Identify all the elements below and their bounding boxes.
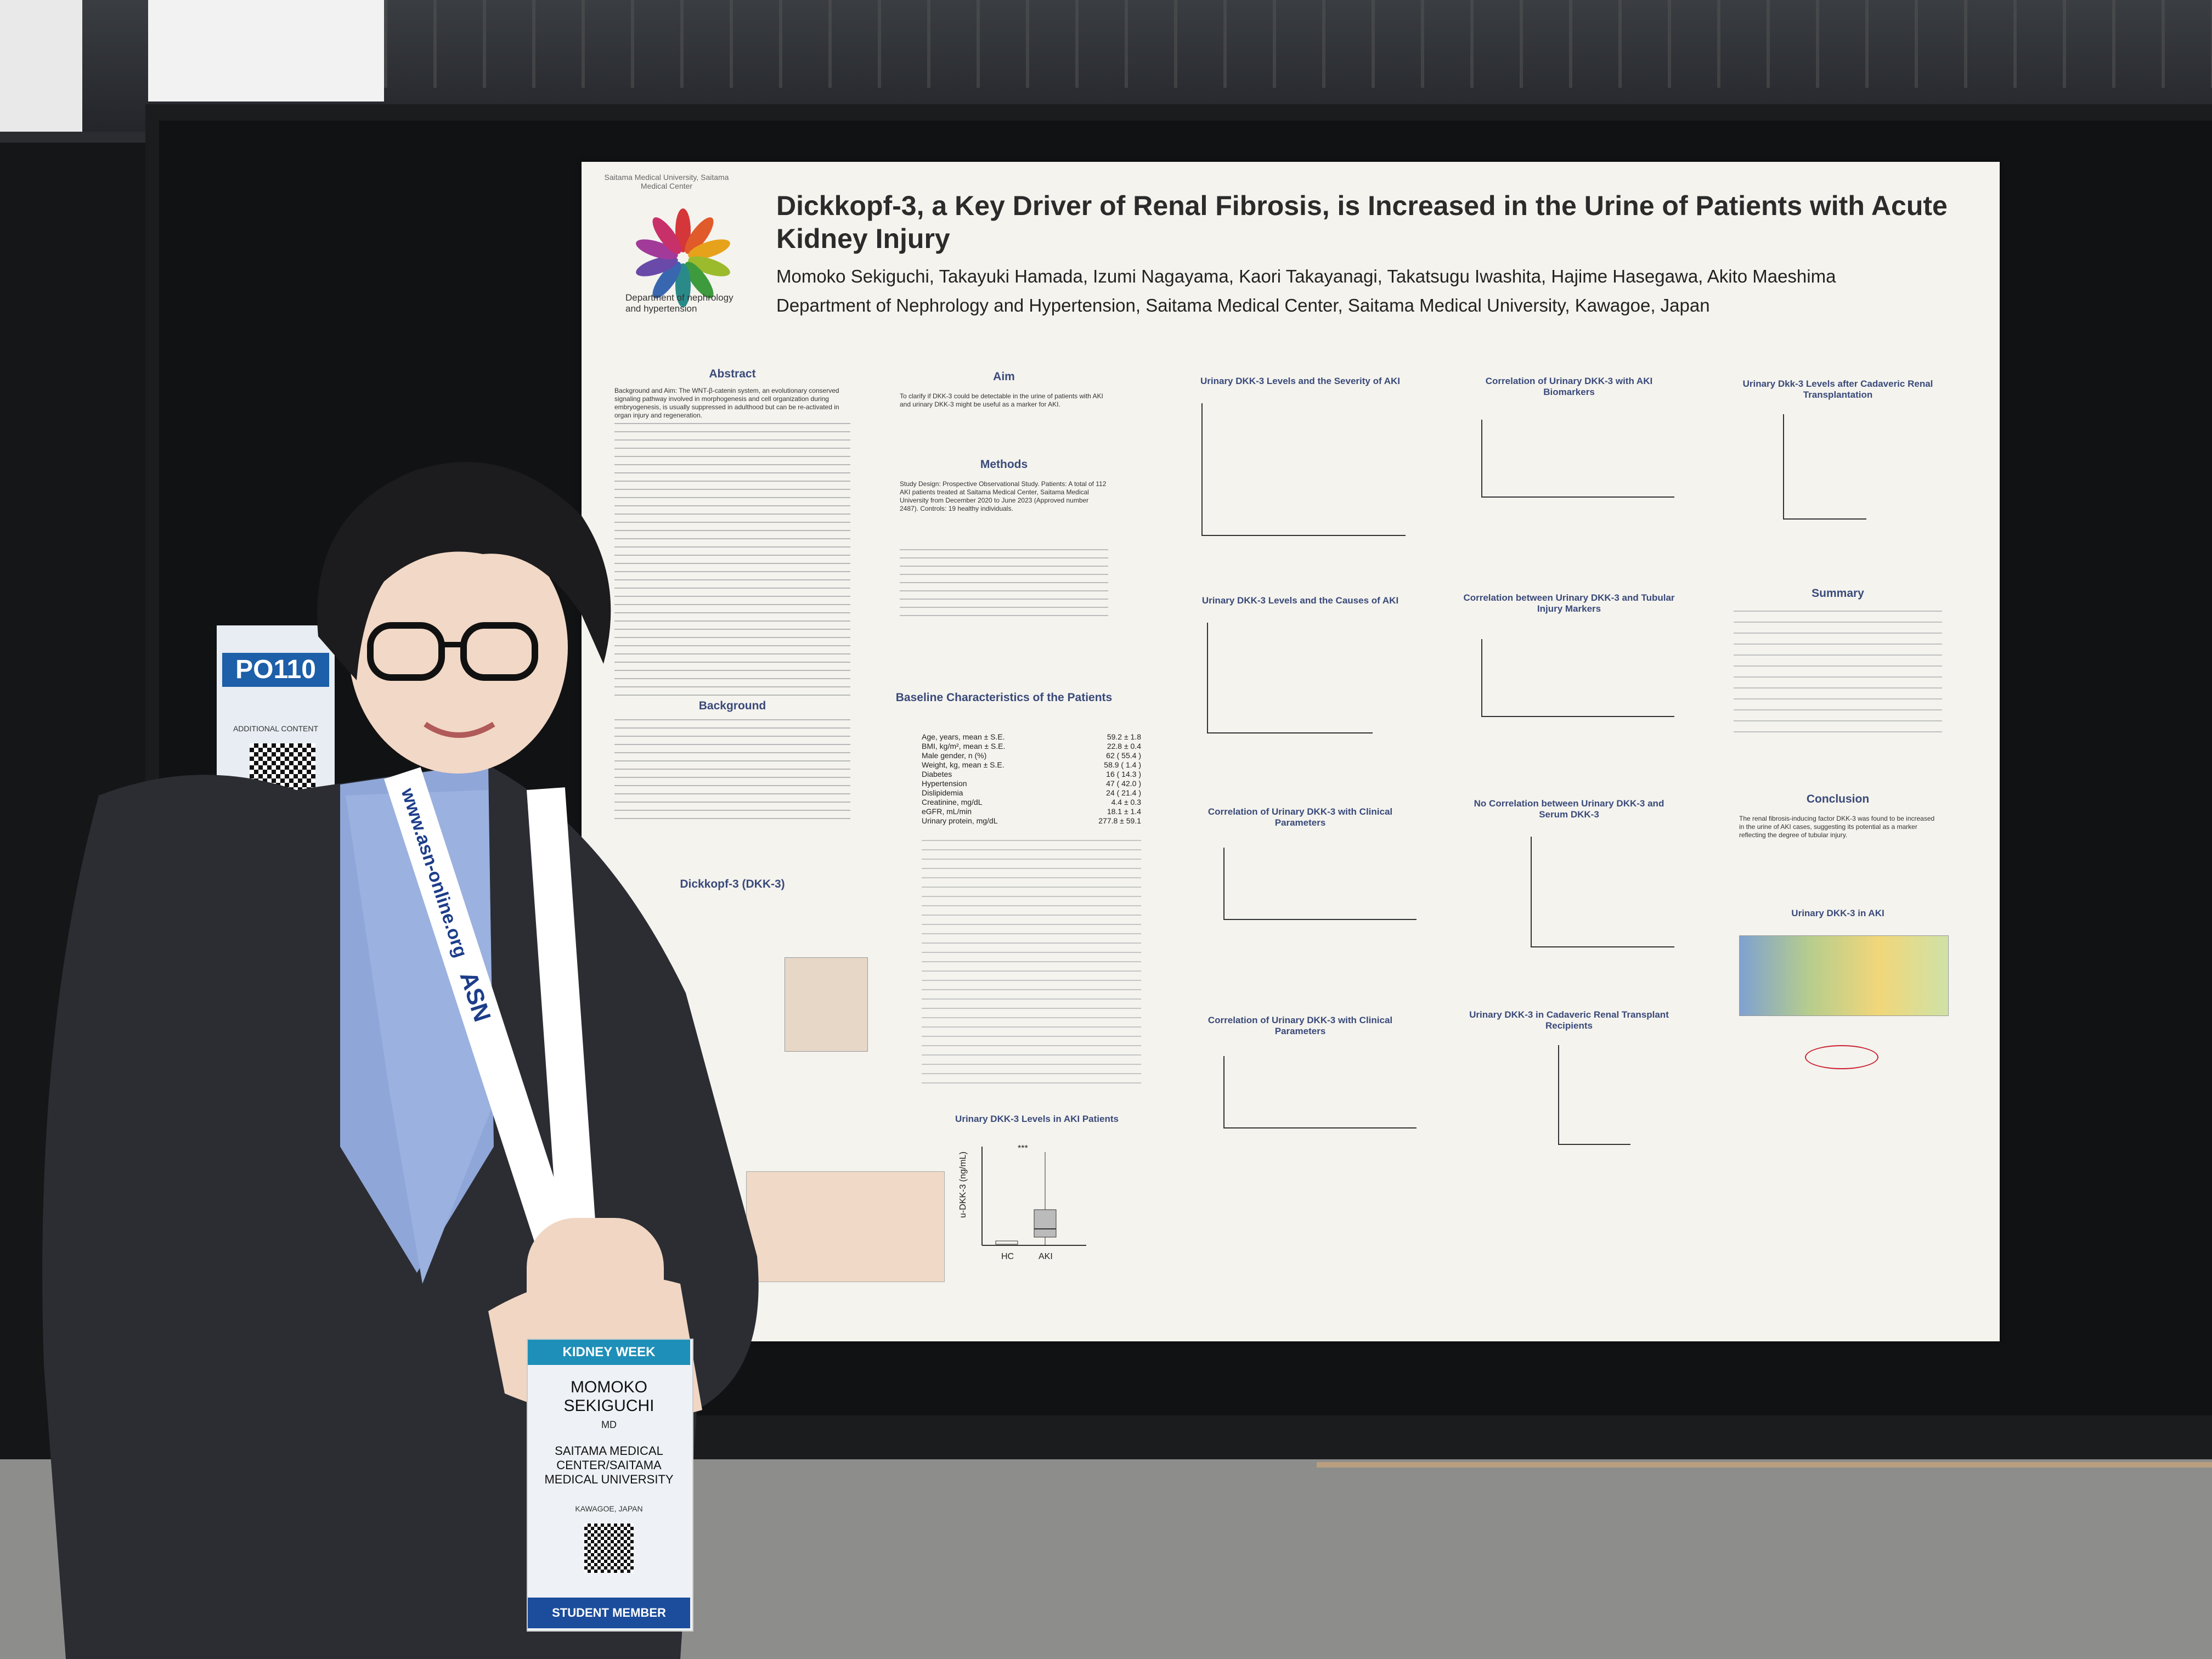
hanging-card: [148, 0, 384, 101]
baseline-row: Hypertension 47 ( 42.0 ): [922, 779, 1141, 788]
aki-chart-title: Urinary DKK-3 Levels in AKI Patients: [955, 1114, 1119, 1124]
poster-affiliation: Department of Nephrology and Hypertensio…: [776, 295, 1710, 315]
tubular-title: Correlation between Urinary DKK-3 and Tu…: [1463, 592, 1675, 614]
biomarker-title: Correlation of Urinary DKK-3 with AKI Bi…: [1485, 376, 1653, 397]
conclusion-text: The renal fibrosis-inducing factor DKK-3…: [1739, 815, 1935, 839]
baseline-value: 24 ( 21.4 ): [1106, 788, 1141, 797]
tubule-figure: [746, 1171, 945, 1282]
baseline-label: BMI, kg/m², mean ± S.E.: [922, 742, 1006, 751]
baseline-value: 4.4 ± 0.3: [1111, 798, 1141, 806]
presenter-hand: [527, 1218, 664, 1344]
baseline-label: Weight, kg, mean ± S.E.: [922, 760, 1005, 769]
poster-title: Dickkopf-3, a Key Driver of Renal Fibros…: [776, 190, 1948, 254]
baseline-value: 47 ( 42.0 ): [1106, 779, 1141, 788]
aki-cat-hc: HC: [1001, 1252, 1014, 1261]
severity-chart: [1201, 403, 1406, 536]
clinical-scatter-1: [1223, 848, 1417, 920]
conclusion-heading: Conclusion: [1806, 793, 1870, 805]
baseline-row: Male gender, n (%) 62 ( 55.4 ): [922, 751, 1141, 760]
baseline-row: Weight, kg, mean ± S.E. 58.9 ( 1.4 ): [922, 760, 1141, 770]
severity-title: Urinary DKK-3 Levels and the Severity of…: [1200, 376, 1401, 386]
baseline-row: Creatinine, mg/dL 4.4 ± 0.3: [922, 798, 1141, 807]
transplant-boxplot: [1558, 1045, 1630, 1145]
badge-location: KAWAGOE, JAPAN: [575, 1504, 643, 1513]
research-poster: Saitama Medical University, Saitama Medi…: [582, 162, 2000, 1341]
baseline-row: eGFR, mL/min 18.1 ± 1.4: [922, 807, 1141, 816]
baseline-label: Creatinine, mg/dL: [922, 798, 983, 806]
transplant-title: Urinary DKK-3 in Cadaveric Renal Transpl…: [1469, 1009, 1669, 1031]
cadaveric-title: Urinary Dkk-3 Levels after Cadaveric Ren…: [1742, 379, 1933, 400]
clinical-title-1: Correlation of Urinary DKK-3 with Clinic…: [1207, 806, 1393, 828]
abstract-text: Background and Aim: The WNT-β-catenin sy…: [614, 387, 839, 419]
conference-badge: KIDNEY WEEK MOMOKO SEKIGUCHI MD SAITAMA …: [527, 1339, 693, 1632]
baseline-value: 18.1 ± 1.4: [1107, 807, 1141, 816]
badge-event: KIDNEY WEEK: [528, 1340, 690, 1365]
baseline-row: Urinary protein, mg/dL 277.8 ± 59.1: [922, 816, 1141, 826]
abstract-filler: [614, 420, 850, 826]
aki-sig: ***: [1018, 1144, 1028, 1153]
badge-org: SAITAMA MEDICAL CENTER/SAITAMA MEDICAL U…: [544, 1444, 674, 1486]
dkk3-aki-diagram: [1739, 935, 1949, 1016]
biomarker-scatter: [1481, 420, 1674, 498]
badge-name: MOMOKO SEKIGUCHI: [563, 1378, 654, 1415]
baseline-label: eGFR, mL/min: [922, 807, 972, 816]
causes-title: Urinary DKK-3 Levels and the Causes of A…: [1201, 595, 1399, 606]
ceiling-truss: [384, 0, 2212, 88]
serum-scatter: [1531, 837, 1674, 947]
baseline-filler: [922, 837, 1141, 1084]
baseline-label: Urinary protein, mg/dL: [922, 816, 998, 825]
baseline-row: BMI, kg/m², mean ± S.E. 22.8 ± 0.4: [922, 742, 1141, 751]
floor-stripe: [1317, 1462, 2212, 1468]
logo-caption: Saitama Medical University, Saitama Medi…: [604, 173, 729, 190]
aki-ylabel: u-DKK-3 (ng/mL): [958, 1152, 968, 1218]
dkk3-oval: [1805, 1045, 1878, 1069]
abstract-heading: Abstract: [709, 368, 756, 380]
background-heading: Background: [614, 699, 850, 713]
badge-qr: [584, 1523, 634, 1573]
methods-filler: [900, 546, 1108, 617]
baseline-label: Hypertension: [922, 779, 967, 788]
baseline-value: 277.8 ± 59.1: [1098, 816, 1141, 825]
methods-text: Study Design: Prospective Observational …: [900, 480, 1107, 512]
baseline-value: 58.9 ( 1.4 ): [1104, 760, 1141, 769]
baseline-value: 16 ( 14.3 ): [1106, 770, 1141, 778]
tubular-scatter: [1481, 639, 1674, 717]
dkk3-figure: [785, 957, 868, 1052]
poster-authors: Momoko Sekiguchi, Takayuki Hamada, Izumi…: [776, 266, 1836, 286]
badge-role: STUDENT MEMBER: [528, 1598, 690, 1628]
cadaveric-chart: [1783, 414, 1866, 520]
dkk3-heading: Dickkopf-3 (DKK-3): [614, 878, 850, 891]
presenter-head: [317, 462, 611, 774]
baseline-value: 59.2 ± 1.8: [1107, 732, 1141, 741]
baseline-label: Male gender, n (%): [922, 751, 987, 760]
baseline-label: Age, years, mean ± S.E.: [922, 732, 1005, 741]
neighbor-sign: [0, 0, 82, 132]
aim-heading: Aim: [993, 370, 1015, 383]
causes-chart: [1207, 623, 1373, 733]
baseline-row: Diabetes 16 ( 14.3 ): [922, 770, 1141, 779]
baseline-row: Age, years, mean ± S.E. 59.2 ± 1.8: [922, 732, 1141, 742]
clinical-scatter-2: [1223, 1056, 1417, 1128]
poster-id: PO110: [222, 653, 329, 687]
aki-cat-aki: AKI: [1039, 1252, 1053, 1261]
summary-heading: Summary: [1812, 587, 1864, 600]
aim-text: To clarify if DKK-3 could be detectable …: [900, 392, 1103, 408]
methods-heading: Methods: [980, 458, 1028, 471]
baseline-row: Dislipidemia 24 ( 21.4 ): [922, 788, 1141, 798]
clinical-title-2: Correlation of Urinary DKK-3 with Clinic…: [1207, 1015, 1393, 1036]
department-label: Department of nephrology and hypertensio…: [625, 292, 733, 314]
summary-filler: [1734, 606, 1942, 732]
flower-logo-icon: [636, 208, 730, 307]
badge-degree: MD: [601, 1419, 617, 1430]
baseline-heading: Baseline Characteristics of the Patients: [895, 691, 1113, 704]
baseline-label: Dislipidemia: [922, 788, 963, 797]
serum-title: No Correlation between Urinary DKK-3 and…: [1474, 798, 1664, 820]
baseline-label: Diabetes: [922, 770, 952, 778]
aki-boxplot: u-DKK-3 (ng/mL) HC AKI ***: [958, 1144, 1086, 1261]
additional-content-label: ADDITIONAL CONTENT: [233, 724, 319, 733]
baseline-value: 62 ( 55.4 ): [1106, 751, 1141, 760]
baseline-value: 22.8 ± 0.4: [1107, 742, 1141, 751]
dkk3-aki-heading: Urinary DKK-3 in AKI: [1791, 908, 1884, 918]
baseline-table: Age, years, mean ± S.E. 59.2 ± 1.8 BMI, kg…: [922, 732, 1141, 826]
